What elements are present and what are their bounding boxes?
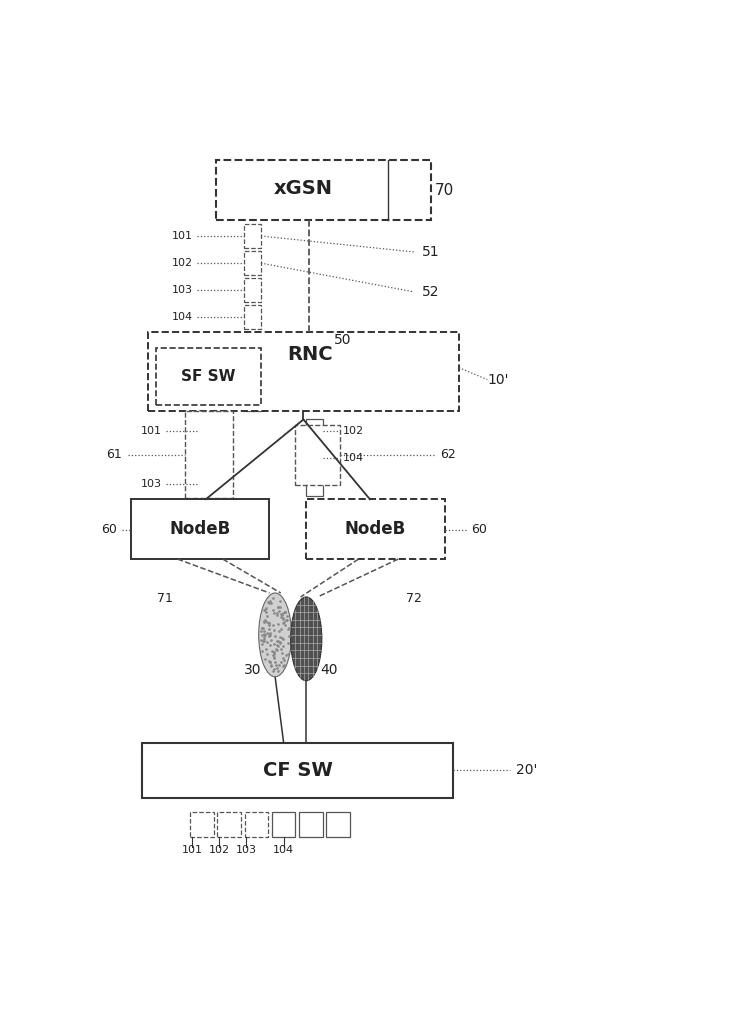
FancyBboxPatch shape bbox=[199, 445, 216, 469]
Ellipse shape bbox=[291, 597, 322, 681]
FancyBboxPatch shape bbox=[199, 472, 216, 496]
FancyBboxPatch shape bbox=[245, 812, 269, 837]
Text: 101: 101 bbox=[172, 231, 193, 241]
Text: 104: 104 bbox=[343, 453, 364, 463]
Text: 101: 101 bbox=[182, 845, 202, 856]
FancyBboxPatch shape bbox=[216, 161, 431, 220]
FancyBboxPatch shape bbox=[131, 499, 269, 559]
FancyBboxPatch shape bbox=[244, 333, 261, 356]
FancyBboxPatch shape bbox=[307, 472, 323, 496]
FancyBboxPatch shape bbox=[199, 498, 216, 522]
FancyBboxPatch shape bbox=[185, 411, 233, 497]
Text: 20': 20' bbox=[516, 764, 537, 777]
Text: 104: 104 bbox=[273, 845, 294, 856]
Text: 102: 102 bbox=[172, 258, 193, 268]
Text: 62: 62 bbox=[439, 449, 456, 461]
Text: 10': 10' bbox=[488, 373, 510, 386]
Text: 52: 52 bbox=[422, 285, 439, 298]
FancyBboxPatch shape bbox=[299, 812, 323, 837]
Text: SF SW: SF SW bbox=[181, 369, 236, 384]
Text: 72: 72 bbox=[406, 593, 422, 605]
Text: 40: 40 bbox=[320, 663, 337, 677]
Text: CF SW: CF SW bbox=[263, 761, 333, 780]
FancyBboxPatch shape bbox=[199, 525, 216, 549]
Ellipse shape bbox=[258, 593, 291, 677]
Text: 101: 101 bbox=[141, 427, 162, 436]
FancyBboxPatch shape bbox=[199, 420, 216, 443]
FancyBboxPatch shape bbox=[244, 224, 261, 248]
FancyBboxPatch shape bbox=[218, 812, 241, 837]
Text: 102: 102 bbox=[209, 845, 230, 856]
FancyBboxPatch shape bbox=[244, 279, 261, 303]
Text: 60: 60 bbox=[471, 523, 487, 536]
FancyBboxPatch shape bbox=[307, 420, 323, 443]
FancyBboxPatch shape bbox=[147, 332, 459, 411]
FancyBboxPatch shape bbox=[244, 306, 261, 329]
Text: 70: 70 bbox=[435, 183, 455, 198]
Text: 60: 60 bbox=[101, 523, 117, 536]
FancyBboxPatch shape bbox=[142, 743, 453, 799]
Text: NodeB: NodeB bbox=[345, 520, 406, 538]
Text: 103: 103 bbox=[172, 285, 193, 295]
Text: 50: 50 bbox=[334, 333, 352, 347]
Text: RNC: RNC bbox=[287, 345, 332, 364]
FancyBboxPatch shape bbox=[326, 812, 350, 837]
Text: NodeB: NodeB bbox=[169, 520, 231, 538]
FancyBboxPatch shape bbox=[191, 812, 214, 837]
Text: 102: 102 bbox=[343, 427, 364, 436]
Text: 71: 71 bbox=[157, 593, 173, 605]
FancyBboxPatch shape bbox=[244, 386, 261, 410]
FancyBboxPatch shape bbox=[295, 425, 340, 485]
Text: 30: 30 bbox=[244, 663, 261, 677]
FancyBboxPatch shape bbox=[272, 812, 296, 837]
Text: 103: 103 bbox=[236, 845, 257, 856]
FancyBboxPatch shape bbox=[244, 251, 261, 276]
Text: 103: 103 bbox=[141, 479, 162, 489]
Text: xGSN: xGSN bbox=[274, 179, 333, 198]
Text: 61: 61 bbox=[107, 449, 123, 461]
FancyBboxPatch shape bbox=[244, 359, 261, 383]
Text: 51: 51 bbox=[422, 244, 439, 259]
FancyBboxPatch shape bbox=[156, 348, 261, 405]
FancyBboxPatch shape bbox=[307, 445, 323, 469]
FancyBboxPatch shape bbox=[307, 499, 445, 559]
Text: 104: 104 bbox=[172, 313, 193, 322]
